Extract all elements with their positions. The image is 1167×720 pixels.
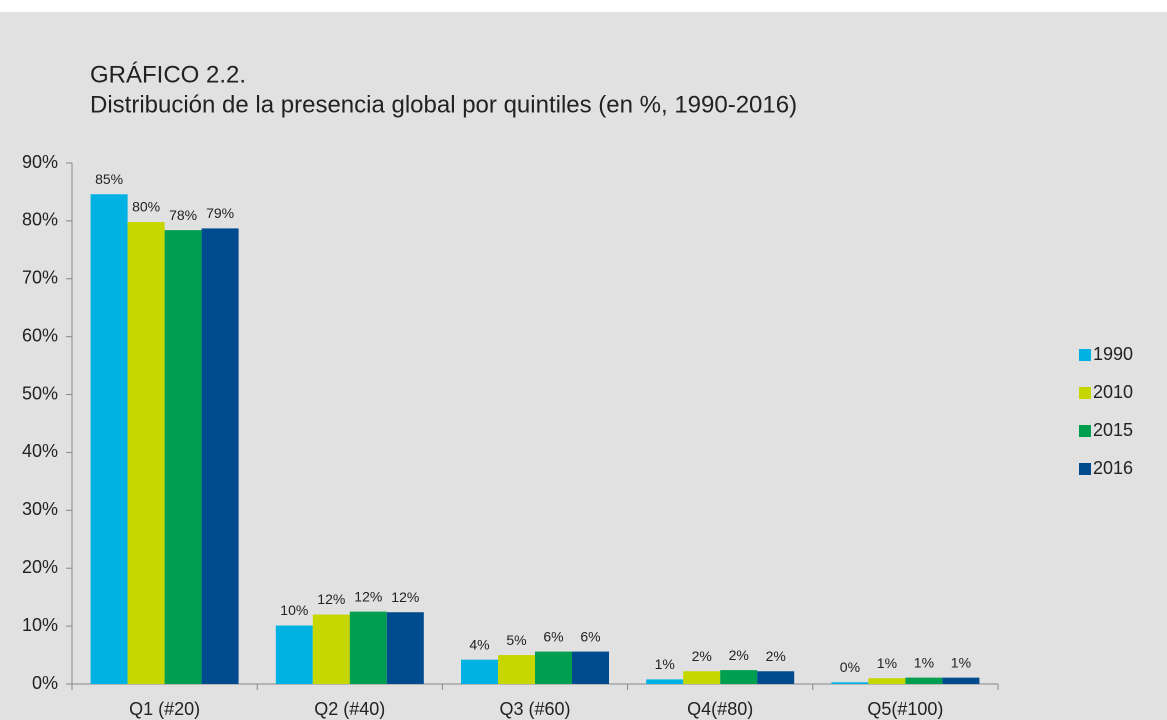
bar	[646, 679, 684, 684]
data-label: 78%	[169, 207, 197, 223]
data-label: 79%	[206, 205, 234, 221]
bar	[831, 682, 869, 684]
y-tick-label: 80%	[22, 210, 58, 230]
data-label: 10%	[280, 602, 308, 618]
bar	[757, 671, 795, 684]
data-label: 1%	[655, 656, 675, 672]
data-label: 6%	[580, 628, 600, 644]
legend-swatch	[1079, 463, 1091, 475]
y-tick-label: 60%	[22, 325, 58, 345]
legend-label: 2010	[1093, 382, 1133, 402]
data-label: 1%	[914, 654, 934, 670]
data-label: 12%	[391, 589, 419, 605]
data-label: 2%	[692, 648, 712, 664]
x-tick-label: Q2 (#40)	[314, 699, 385, 719]
bar	[201, 228, 239, 685]
bar	[127, 222, 165, 684]
legend-swatch	[1079, 349, 1091, 361]
data-label: 12%	[317, 591, 345, 607]
y-tick-label: 90%	[22, 152, 58, 172]
bar	[275, 625, 313, 684]
chart-subtitle: Distribución de la presencia global por …	[90, 91, 797, 118]
bar	[942, 677, 980, 684]
legend-label: 1990	[1093, 344, 1133, 364]
bar	[720, 670, 758, 684]
legend-label: 2015	[1093, 420, 1133, 440]
data-label: 1%	[951, 654, 971, 670]
y-tick-label: 70%	[22, 268, 58, 288]
data-label: 85%	[95, 171, 123, 187]
bar	[386, 612, 424, 684]
x-tick-label: Q3 (#60)	[499, 699, 570, 719]
bar	[90, 194, 128, 684]
data-label: 1%	[877, 655, 897, 671]
bar	[683, 671, 721, 684]
data-label: 4%	[469, 636, 489, 652]
bar	[312, 614, 350, 684]
chart-title: GRÁFICO 2.2.	[90, 61, 246, 88]
bar	[498, 655, 535, 684]
x-tick-label: Q4(#80)	[687, 699, 753, 719]
legend-swatch	[1079, 387, 1091, 399]
data-label: 5%	[506, 632, 526, 648]
legend-swatch	[1079, 425, 1091, 437]
data-label: 6%	[543, 628, 563, 644]
y-tick-label: 30%	[22, 499, 58, 519]
data-label: 12%	[354, 588, 382, 604]
bar	[461, 659, 498, 684]
y-tick-label: 20%	[22, 557, 58, 577]
x-tick-label: Q1 (#20)	[129, 699, 200, 719]
bar	[572, 651, 609, 684]
bar	[535, 651, 572, 684]
bar	[164, 230, 202, 684]
y-tick-label: 10%	[22, 615, 58, 635]
y-tick-label: 0%	[32, 673, 58, 693]
data-label: 80%	[132, 199, 160, 215]
bar	[905, 677, 943, 684]
x-tick-label: Q5(#100)	[867, 699, 943, 719]
data-label: 2%	[766, 648, 786, 664]
data-label: 2%	[729, 647, 749, 663]
y-tick-label: 40%	[22, 441, 58, 461]
bar	[868, 678, 906, 684]
y-tick-label: 50%	[22, 383, 58, 403]
data-label: 0%	[840, 659, 860, 675]
bar	[349, 611, 387, 684]
legend-label: 2016	[1093, 458, 1133, 478]
